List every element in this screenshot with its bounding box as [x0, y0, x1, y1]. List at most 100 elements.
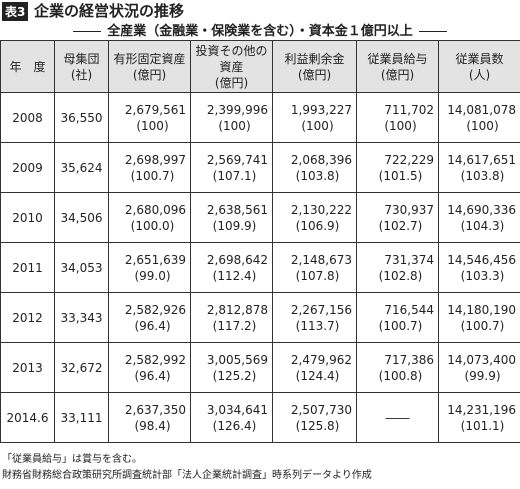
column-label: 有形固定資産	[113, 51, 186, 66]
cell-value: 2,479,962	[290, 352, 352, 367]
year-cell: 2012	[0, 292, 55, 343]
column-header: 母集団 (社)	[54, 40, 109, 93]
table-row: 2013 32,672 2,582,992 (96.4) 3,005,569 (125.2…	[0, 342, 520, 393]
value-cell: 2,399,996 (100)	[190, 92, 273, 143]
value-cell: 2,068,396 (103.8)	[272, 142, 357, 193]
header: 表3 企業の経営状況の推移 全産業（金融業・保険業を含む）・資本金１億円以上	[0, 0, 520, 40]
value-cell: 2,680,096 (100.0)	[108, 192, 191, 243]
cell-value: 2,148,673	[290, 252, 352, 267]
cell-value: 711,702	[384, 102, 434, 117]
cell-value: 14,081,078	[447, 102, 516, 117]
cell-value: 2,637,350	[124, 402, 186, 417]
cell-index: (106.9)	[295, 218, 340, 233]
cell-index: (126.4)	[212, 418, 257, 433]
value-cell: 2,479,962 (124.4)	[272, 342, 357, 393]
cell-value: 2,399,996	[206, 102, 268, 117]
value-cell: 2,698,642 (112.4)	[190, 242, 273, 293]
header-row: 年 度母集団 (社) 有形固定資産 (億円) 投資その他の資産 (億円) 利益剰余金 (億円)…	[0, 40, 520, 93]
cell-index: (109.9)	[212, 218, 257, 233]
value-cell: 2,679,561 (100)	[108, 92, 191, 143]
cell-value: 2,680,096	[124, 202, 186, 217]
value-cell: 14,617,651 (103.8)	[438, 142, 520, 193]
cell-index: (100.7)	[378, 318, 423, 333]
value-cell: 14,546,456 (103.3)	[438, 242, 520, 293]
cell-index: (100)	[136, 118, 169, 133]
cell-index: (104.3)	[460, 218, 505, 233]
cell-value: 731,374	[384, 252, 434, 267]
value-cell: 14,081,078 (100)	[438, 92, 520, 143]
column-header: 年 度	[0, 40, 55, 93]
cell-value: 3,034,641	[206, 402, 268, 417]
cell-index: (102.7)	[378, 218, 423, 233]
cell-index: (125.2)	[212, 368, 257, 383]
column-unit: (社)	[70, 67, 93, 82]
value-cell: 731,374 (102.8)	[356, 242, 439, 293]
year-cell: 2010	[0, 192, 55, 243]
cell-index: (107.1)	[212, 168, 257, 183]
value-cell: 711,702 (100)	[356, 92, 439, 143]
cell-index: (96.4)	[134, 368, 171, 383]
value-cell: 717,386 (100.8)	[356, 342, 439, 393]
title: 企業の経営状況の推移	[34, 2, 185, 20]
cell-value: 1,993,227	[290, 102, 352, 117]
cell-index: (101.5)	[378, 168, 423, 183]
column-label: 年 度	[9, 59, 46, 74]
cell-index: (101.1)	[460, 418, 505, 433]
value-cell: 14,073,400 (99.9)	[438, 342, 520, 393]
cell-index: (100.0)	[130, 218, 175, 233]
table-row: 2010 34,506 2,680,096 (100.0) 2,638,561 (109.…	[0, 192, 520, 243]
cell-index: (100)	[466, 118, 499, 133]
column-header: 利益剰余金 (億円)	[272, 40, 357, 93]
rule	[418, 31, 447, 32]
population-cell: 34,053	[54, 242, 109, 293]
cell-index: (96.4)	[134, 318, 171, 333]
year-cell: 2011	[0, 242, 55, 293]
value-cell: 716,544 (100.7)	[356, 292, 439, 343]
column-label: 利益剰余金	[284, 51, 345, 66]
cell-index: (100.7)	[130, 168, 175, 183]
column-unit: (億円)	[297, 67, 332, 82]
column-unit: (人)	[468, 67, 491, 82]
column-header: 従業員数 (人)	[438, 40, 520, 93]
value-cell: 14,231,196 (101.1)	[438, 392, 520, 443]
value-cell: 2,698,997 (100.7)	[108, 142, 191, 193]
cell-index: (113.7)	[295, 318, 340, 333]
subtitle: 全産業（金融業・保険業を含む）・資本金１億円以上	[107, 24, 413, 39]
cell-index: (103.8)	[460, 168, 505, 183]
table-body: 2008 36,550 2,679,561 (100) 2,399,996 (100) 1,…	[0, 92, 520, 443]
cell-index: (99.0)	[134, 268, 171, 283]
column-label: 投資その他の資産	[195, 43, 268, 74]
value-cell: 2,637,350 (98.4)	[108, 392, 191, 443]
empty-cell: ――	[356, 392, 439, 443]
note: 「従業員給与」は賞与を含む。	[2, 454, 142, 465]
value-cell: 2,582,926 (96.4)	[108, 292, 191, 343]
column-label: 従業員給与	[367, 51, 428, 66]
value-cell: 14,180,190 (100.7)	[438, 292, 520, 343]
cell-index: (100)	[384, 118, 417, 133]
year-cell: 2009	[0, 142, 55, 193]
value-cell: 2,812,878 (117.2)	[190, 292, 273, 343]
cell-value: 2,582,926	[124, 302, 186, 317]
column-header: 従業員給与 (億円)	[356, 40, 439, 93]
column-unit: (億円)	[132, 67, 167, 82]
column-header: 投資その他の資産 (億円)	[190, 40, 273, 93]
cell-value: 2,267,156	[290, 302, 352, 317]
value-cell: 14,690,336 (104.3)	[438, 192, 520, 243]
value-cell: 3,005,569 (125.2)	[190, 342, 273, 393]
table-row: 2009 35,624 2,698,997 (100.7) 2,569,741 (107.…	[0, 142, 520, 193]
column-unit: (億円)	[214, 75, 249, 90]
cell-value: 3,005,569	[206, 352, 268, 367]
population-cell: 32,672	[54, 342, 109, 393]
cell-index: (107.8)	[295, 268, 340, 283]
value-cell: 722,229 (101.5)	[356, 142, 439, 193]
cell-value: 2,679,561	[124, 102, 186, 117]
cell-value: 14,617,651	[447, 152, 516, 167]
cell-value: 716,544	[384, 302, 434, 317]
cell-index: (100.7)	[460, 318, 505, 333]
note: 財務省財務総合政策研究所調査統計部「法人企業統計調査」時系列データより作成	[2, 470, 372, 481]
cell-value: 2,698,642	[206, 252, 268, 267]
population-cell: 33,111	[54, 392, 109, 443]
value-cell: 3,034,641 (126.4)	[190, 392, 273, 443]
cell-index: (103.3)	[460, 268, 505, 283]
column-header: 有形固定資産 (億円)	[108, 40, 191, 93]
